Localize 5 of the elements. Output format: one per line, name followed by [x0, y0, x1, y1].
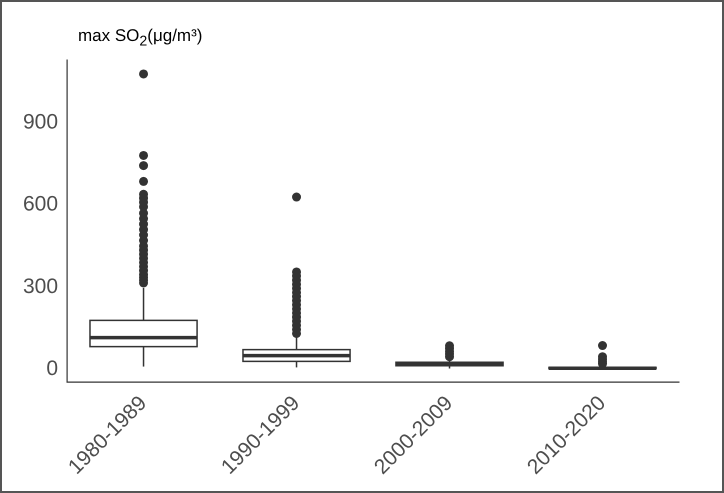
y-axis-title: max SO$_{2}$(μg/m³) — [78, 26, 202, 50]
y-tick-label: 900 — [22, 110, 58, 134]
y-tick-label: 600 — [22, 192, 58, 216]
y-tick-label: 300 — [22, 274, 58, 298]
y-tick-label: 0 — [46, 356, 58, 380]
